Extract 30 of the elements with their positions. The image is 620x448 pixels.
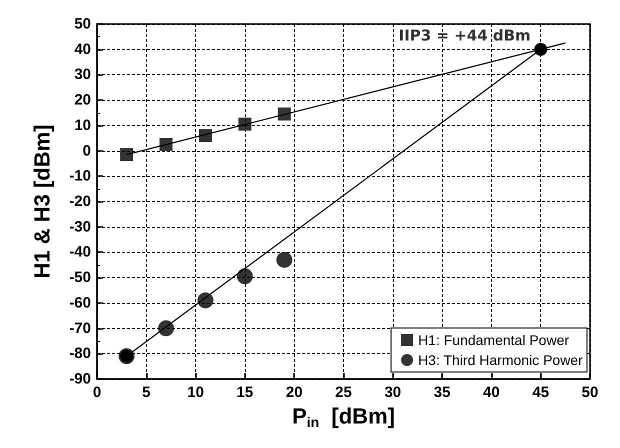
y-tick-label: 20 bbox=[74, 92, 91, 109]
y-tick-label: 40 bbox=[74, 40, 91, 58]
legend-label: H1: Fundamental Power bbox=[418, 332, 570, 348]
y-tick-label: -30 bbox=[69, 218, 91, 236]
y-tick-label: -50 bbox=[69, 269, 91, 286]
y-tick-label: -20 bbox=[69, 193, 91, 210]
x-tick-label: 15 bbox=[236, 384, 254, 401]
y-tick-label: 50 bbox=[74, 16, 91, 32]
y-tick-label: 0 bbox=[82, 142, 91, 160]
legend-label: H3: Third Harmonic Power bbox=[418, 352, 584, 368]
x-tick-label: 5 bbox=[142, 384, 150, 401]
y-axis-title: H1 & H3 [dBm] bbox=[30, 124, 54, 279]
y-tick-label: 30 bbox=[74, 66, 91, 84]
x-tick-label: 0 bbox=[92, 384, 102, 401]
x-tick-label: 35 bbox=[434, 384, 450, 401]
y-tick-label: -10 bbox=[69, 168, 91, 185]
x-tick-label: 50 bbox=[582, 384, 598, 401]
y-tick-label: -70 bbox=[69, 320, 91, 337]
y-tick-label: -40 bbox=[69, 244, 91, 261]
x-tick-label: 30 bbox=[384, 384, 402, 401]
y-tick-label: 10 bbox=[74, 116, 91, 134]
y-tick-label: -80 bbox=[69, 345, 91, 362]
y-tick-label: -90 bbox=[69, 370, 91, 388]
x-tick-label: 10 bbox=[187, 384, 204, 401]
x-tick-label: 20 bbox=[286, 384, 303, 401]
x-tick-label: 25 bbox=[335, 384, 352, 401]
x-tick-label: 40 bbox=[483, 384, 500, 401]
x-tick-label: 45 bbox=[532, 384, 550, 401]
annotation: IIP3 = +44 dBm bbox=[398, 26, 531, 44]
y-tick-label: -60 bbox=[69, 294, 91, 312]
